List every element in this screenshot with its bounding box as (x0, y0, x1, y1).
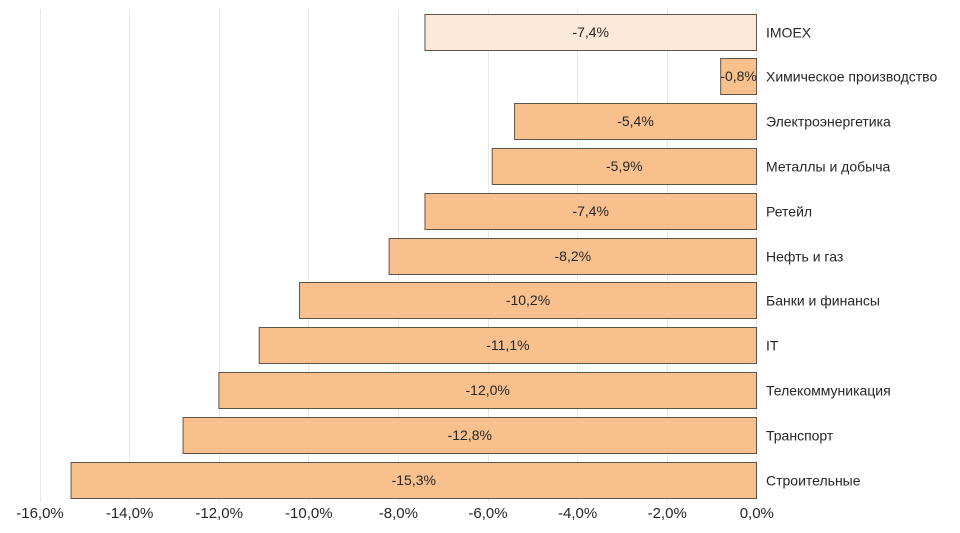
svg-text:IT: IT (766, 338, 779, 354)
svg-text:-2,0%: -2,0% (648, 505, 687, 522)
svg-text:-5,9%: -5,9% (606, 158, 643, 174)
svg-text:Телекоммуникация: Телекоммуникация (766, 383, 891, 399)
svg-text:-10,0%: -10,0% (285, 505, 333, 522)
svg-text:-8,2%: -8,2% (555, 248, 592, 264)
svg-text:Транспорт: Транспорт (766, 428, 834, 444)
svg-text:Банки и финансы: Банки и финансы (766, 293, 880, 309)
svg-text:-12,0%: -12,0% (195, 505, 243, 522)
svg-text:-11,1%: -11,1% (486, 337, 529, 353)
svg-text:0,0%: 0,0% (740, 505, 774, 522)
svg-text:-10,2%: -10,2% (506, 292, 550, 308)
svg-text:Нефть и газ: Нефть и газ (766, 249, 843, 265)
svg-text:Ретейл: Ретейл (766, 204, 812, 220)
svg-text:-12,8%: -12,8% (448, 427, 492, 443)
svg-text:Химическое производство: Химическое производство (766, 69, 937, 85)
svg-text:-7,4%: -7,4% (572, 24, 609, 40)
svg-text:-14,0%: -14,0% (106, 505, 154, 522)
svg-text:IMOEX: IMOEX (766, 25, 812, 41)
svg-text:-12,0%: -12,0% (466, 382, 510, 398)
svg-text:-16,0%: -16,0% (16, 505, 64, 522)
svg-text:Электроэнергетика: Электроэнергетика (766, 114, 891, 130)
svg-text:-15,3%: -15,3% (392, 472, 436, 488)
svg-text:-6,0%: -6,0% (468, 505, 507, 522)
svg-text:-4,0%: -4,0% (558, 505, 597, 522)
svg-text:-0,8%: -0,8% (720, 68, 757, 84)
svg-text:Строительные: Строительные (766, 473, 861, 489)
svg-text:-5,4%: -5,4% (617, 113, 654, 129)
svg-text:-8,0%: -8,0% (379, 505, 418, 522)
svg-text:Металлы и добыча: Металлы и добыча (766, 159, 891, 175)
svg-text:-7,4%: -7,4% (572, 203, 609, 219)
